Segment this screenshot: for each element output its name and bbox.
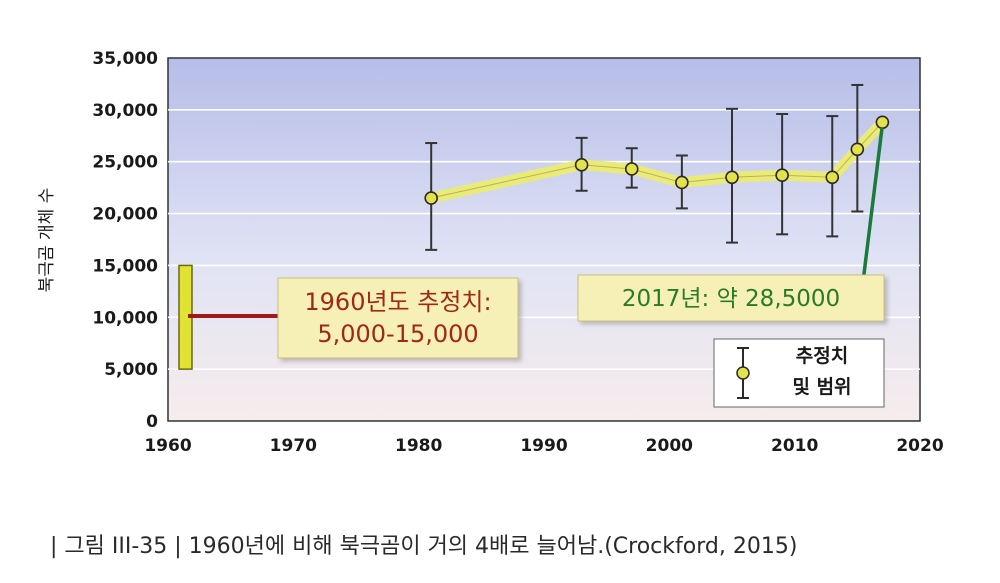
x-tick-label: 2020 — [896, 436, 943, 456]
x-tick-label: 1980 — [395, 436, 442, 456]
y-axis-label: 북극곰 개체 수 — [37, 188, 57, 293]
x-tick-label: 2000 — [646, 436, 693, 456]
x-tick-label: 1990 — [520, 436, 567, 456]
annotation-1960-box — [277, 277, 519, 359]
data-point — [775, 168, 789, 182]
x-tick-label: 1960 — [144, 436, 191, 456]
data-points — [424, 115, 890, 205]
legend-marker — [736, 366, 750, 380]
y-tick-label: 25,000 — [92, 153, 158, 173]
x-tick-label: 2010 — [771, 436, 818, 456]
data-point — [424, 191, 439, 205]
annotation-2017-box — [577, 274, 885, 322]
annotation-1960-line2: 5,000-15,000 — [317, 320, 478, 348]
legend-label-line2: 및 범위 — [792, 376, 851, 398]
y-axis-ticks: 0 5,000 10,000 15,000 20,000 25,000 30,000 35,0… — [92, 49, 158, 432]
x-tick-label: 1970 — [270, 436, 317, 456]
y-tick-label: 0 — [146, 412, 158, 432]
y-tick-label: 15,000 — [92, 256, 158, 276]
annotation-2017-pointer — [861, 127, 884, 283]
data-point — [725, 170, 739, 185]
annotation-2017-text: 2017년: 약 28,5000 — [622, 286, 840, 312]
data-point — [875, 115, 890, 130]
figure-caption: | 그림 III-35 | 1960년에 비해 북극곰이 거의 4배로 늘어남.… — [50, 534, 798, 559]
data-point — [574, 158, 589, 172]
x-axis-ticks: 1960 1970 1980 1990 2000 2010 2020 — [144, 436, 943, 456]
y-tick-label: 30,000 — [92, 101, 158, 121]
data-point — [624, 162, 639, 176]
legend-label-line1: 추정치 — [796, 345, 848, 367]
data-point — [675, 175, 689, 190]
y-tick-label: 35,000 — [92, 49, 158, 69]
annotation-1960-line1: 1960년도 추정치: — [304, 288, 491, 316]
y-tick-label: 5,000 — [104, 360, 158, 380]
data-point — [850, 142, 865, 157]
legend: 추정치 및 범위 — [713, 338, 885, 408]
y-tick-label: 20,000 — [92, 205, 158, 225]
chart: 0 5,000 10,000 15,000 20,000 25,000 30,000 35,0… — [37, 49, 944, 456]
y-tick-label: 10,000 — [92, 308, 158, 328]
data-point — [825, 170, 840, 185]
